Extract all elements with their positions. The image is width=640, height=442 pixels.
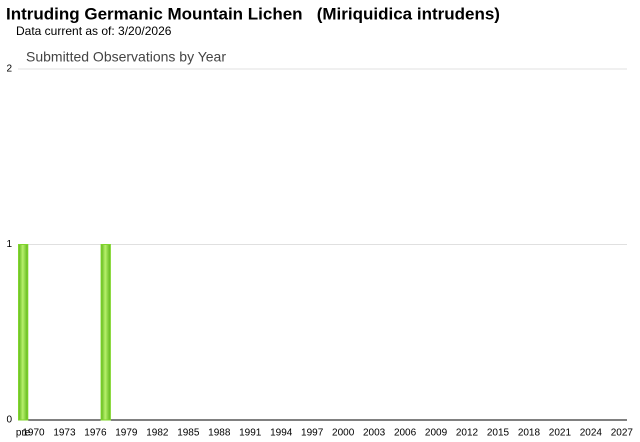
y-tick-label: 0 (6, 415, 12, 426)
x-tick-label: 2027 (611, 428, 634, 439)
x-tick-label: 1982 (146, 428, 169, 439)
x-tick-label: 2024 (580, 428, 603, 439)
x-tick-label: 2003 (363, 428, 386, 439)
x-tick-label: 1985 (177, 428, 200, 439)
x-tick-label: 2000 (332, 428, 355, 439)
x-tick-label: 1988 (208, 428, 231, 439)
x-tick-label: 2021 (549, 428, 572, 439)
subtitle: Data current as of: 3/20/2026 (16, 24, 172, 38)
x-tick-label: 1994 (270, 428, 293, 439)
x-tick-label: 1979 (115, 428, 138, 439)
x-tick-label: 2015 (487, 428, 510, 439)
bar (18, 244, 29, 421)
x-tick-label: 2006 (394, 428, 417, 439)
y-tick-label: 1 (6, 239, 12, 250)
bar (100, 244, 111, 421)
x-tick-label: 1976 (84, 428, 107, 439)
chart-title: Submitted Observations by Year (26, 49, 226, 65)
page-title: Intruding Germanic Mountain Lichen (Miri… (6, 4, 500, 23)
x-tick-label: 2009 (425, 428, 448, 439)
x-tick-label: 2018 (518, 428, 541, 439)
y-tick-label: 2 (6, 64, 12, 75)
x-tick-label: 1970 (22, 428, 45, 439)
x-tick-label: pre (16, 428, 31, 439)
x-tick-label: 1973 (53, 428, 76, 439)
x-tick-label: 2012 (456, 428, 479, 439)
x-tick-label: 1997 (301, 428, 324, 439)
x-tick-label: 1991 (239, 428, 262, 439)
